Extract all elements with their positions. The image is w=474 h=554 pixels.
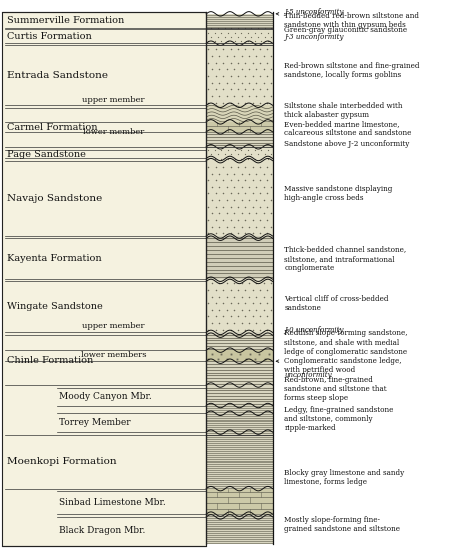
- Bar: [206, 161, 273, 236]
- Text: Thin-bedded red-brown siltstone and
sandstone with thin gypsum beds: Thin-bedded red-brown siltstone and sand…: [284, 12, 419, 29]
- Bar: [206, 514, 273, 544]
- Bar: [2, 12, 206, 546]
- Text: Conglomeratic sandstone ledge,
with petrified wood: Conglomeratic sandstone ledge, with petr…: [284, 357, 402, 375]
- Bar: [206, 350, 273, 361]
- Text: Reddish slope-forming sandstone,
siltstone, and shale with medial
ledge of congl: Reddish slope-forming sandstone, siltsto…: [284, 329, 408, 356]
- Bar: [206, 14, 273, 28]
- Bar: [206, 332, 273, 350]
- Text: Navajo Sandstone: Navajo Sandstone: [7, 194, 102, 203]
- Bar: [2, 12, 206, 546]
- Text: Sandstone above J-2 unconformity: Sandstone above J-2 unconformity: [284, 140, 410, 148]
- Text: J-0 unconformity: J-0 unconformity: [284, 326, 344, 334]
- Text: Thick-bedded channel sandstone,
siltstone, and intraformational
conglomerate: Thick-bedded channel sandstone, siltston…: [284, 245, 407, 272]
- Bar: [206, 432, 273, 489]
- Bar: [206, 105, 273, 122]
- Text: Black Dragon Mbr.: Black Dragon Mbr.: [59, 526, 146, 535]
- Text: Carmel Formation: Carmel Formation: [7, 123, 98, 132]
- Text: lower members: lower members: [81, 351, 146, 358]
- Bar: [206, 122, 273, 132]
- Text: Even-bedded marine limestone,
calcareous siltstone and sandstone: Even-bedded marine limestone, calcareous…: [284, 120, 412, 137]
- Text: Massive sandstone displaying
high-angle cross beds: Massive sandstone displaying high-angle …: [284, 185, 393, 203]
- Text: Blocky gray limestone and sandy
limestone, forms ledge: Blocky gray limestone and sandy limeston…: [284, 469, 405, 486]
- Text: Red-brown, fine-grained
sandstone and siltstone that
forms steep slope: Red-brown, fine-grained sandstone and si…: [284, 376, 387, 402]
- Text: upper member: upper member: [82, 96, 145, 104]
- Text: Moody Canyon Mbr.: Moody Canyon Mbr.: [59, 392, 152, 401]
- Text: Vertical cliff of cross-bedded
sandstone: Vertical cliff of cross-bedded sandstone: [284, 295, 389, 312]
- Text: Curtis Formation: Curtis Formation: [7, 32, 92, 41]
- Text: Mostly slope-forming fine-
grained sandstone and siltstone: Mostly slope-forming fine- grained sands…: [284, 516, 401, 534]
- Bar: [206, 489, 273, 514]
- Bar: [206, 147, 273, 161]
- Text: Green-gray glauconitic sandstone: Green-gray glauconitic sandstone: [284, 27, 408, 34]
- Text: J-3 unconformity: J-3 unconformity: [284, 33, 344, 41]
- Bar: [206, 406, 273, 432]
- Text: Summerville Formation: Summerville Formation: [7, 16, 124, 25]
- Text: Moenkopi Formation: Moenkopi Formation: [7, 457, 117, 466]
- Bar: [206, 28, 273, 43]
- Text: upper member: upper member: [82, 322, 145, 330]
- Text: Sinbad Limestone Mbr.: Sinbad Limestone Mbr.: [59, 498, 166, 507]
- Bar: [206, 236, 273, 279]
- Text: J-5 unconformity: J-5 unconformity: [284, 8, 344, 16]
- Text: lower member: lower member: [83, 128, 144, 136]
- Text: Wingate Sandstone: Wingate Sandstone: [7, 302, 103, 311]
- Text: Chinle Formation: Chinle Formation: [7, 356, 93, 365]
- Text: Torrey Member: Torrey Member: [59, 418, 131, 427]
- Bar: [206, 132, 273, 147]
- Bar: [206, 43, 273, 105]
- Text: Siltstone shale interbedded with
thick alabaster gypsum: Siltstone shale interbedded with thick a…: [284, 102, 403, 120]
- Text: Entrada Sandstone: Entrada Sandstone: [7, 71, 108, 80]
- Bar: [206, 385, 273, 406]
- Text: unconformity: unconformity: [284, 371, 332, 379]
- Text: Red-brown siltstone and fine-grained
sandstone, locally forms goblins: Red-brown siltstone and fine-grained san…: [284, 61, 420, 79]
- Bar: [206, 279, 273, 332]
- Bar: [206, 361, 273, 385]
- Text: Kayenta Formation: Kayenta Formation: [7, 254, 102, 263]
- Text: Page Sandstone: Page Sandstone: [7, 150, 86, 158]
- Text: Ledgy, fine-grained sandstone
and siltstone, commonly
ripple-marked: Ledgy, fine-grained sandstone and siltst…: [284, 406, 394, 432]
